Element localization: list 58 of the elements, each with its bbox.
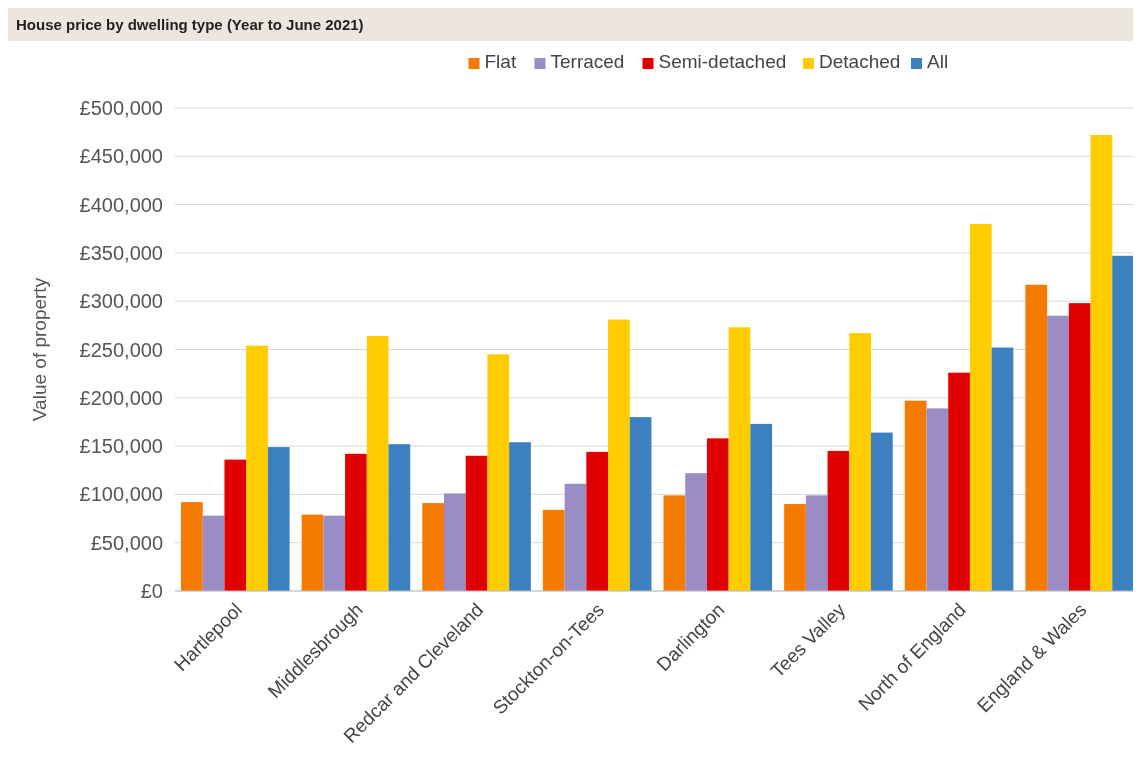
bar xyxy=(1025,284,1048,591)
bar xyxy=(904,400,927,591)
bar xyxy=(750,423,773,591)
bar xyxy=(663,495,686,591)
bar xyxy=(487,354,510,591)
y-tick-label: £50,000 xyxy=(90,531,163,554)
legend-label: Semi-detached xyxy=(658,51,787,72)
bar xyxy=(388,444,411,591)
y-tick-label: £250,000 xyxy=(79,338,163,361)
bar xyxy=(728,327,751,591)
legend-label: All xyxy=(927,51,949,72)
bar xyxy=(706,438,729,591)
bar xyxy=(443,493,466,591)
bar xyxy=(586,451,609,591)
bar xyxy=(629,417,652,591)
bar xyxy=(422,503,444,591)
bar xyxy=(301,514,324,591)
bar xyxy=(991,347,1014,591)
bar xyxy=(564,483,587,591)
bar xyxy=(827,450,850,591)
bar xyxy=(224,459,247,591)
bar xyxy=(1090,135,1113,591)
y-tick-label: £500,000 xyxy=(79,97,163,119)
bar xyxy=(871,432,893,591)
bar xyxy=(685,473,707,591)
bar xyxy=(608,319,630,591)
bar xyxy=(1047,315,1069,591)
y-tick-label: £150,000 xyxy=(79,435,163,458)
bar xyxy=(323,515,346,591)
bar xyxy=(181,502,203,591)
bar xyxy=(267,447,290,591)
bar xyxy=(784,504,806,591)
bar xyxy=(969,223,992,591)
bar xyxy=(345,453,367,591)
y-tick-label: £350,000 xyxy=(79,241,163,264)
legend-label: Detached xyxy=(819,51,901,72)
bar xyxy=(1112,255,1133,591)
y-tick-label: £0 xyxy=(140,580,163,602)
bar xyxy=(542,509,565,591)
chart-title: House price by dwelling type (Year to June 2021) xyxy=(16,16,364,33)
bar xyxy=(465,455,488,591)
bar xyxy=(366,335,389,591)
bar xyxy=(926,408,949,591)
legend-label: Flat xyxy=(484,51,517,72)
bar xyxy=(509,442,531,591)
y-axis-title: Value of property xyxy=(29,277,50,422)
bar xyxy=(948,372,970,591)
bar xyxy=(805,495,828,591)
bar xyxy=(202,515,225,591)
bar xyxy=(246,345,268,591)
y-tick-label: £100,000 xyxy=(79,483,163,506)
y-tick-label: £400,000 xyxy=(79,193,163,216)
legend-label: Terraced xyxy=(550,51,625,72)
bar xyxy=(1068,303,1091,591)
y-tick-label: £300,000 xyxy=(79,290,163,313)
y-tick-label: £450,000 xyxy=(79,145,163,168)
y-tick-label: £200,000 xyxy=(79,386,163,409)
bar xyxy=(849,333,872,591)
